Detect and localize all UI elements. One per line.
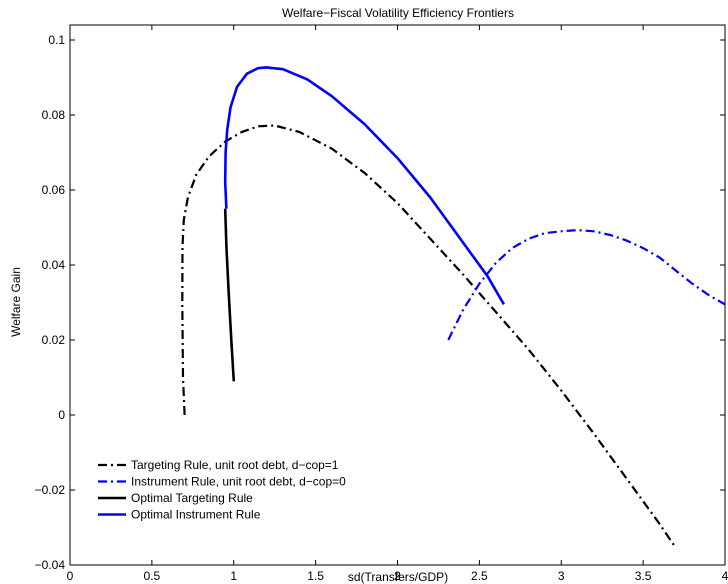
legend-label-3: Optimal Targeting Rule: [131, 491, 253, 505]
x-tick-label: 4: [722, 569, 728, 583]
x-axis-label: sd(Transfers/GDP): [348, 570, 448, 584]
x-tick-label: 2.5: [471, 569, 488, 583]
y-tick-label: 0.06: [42, 183, 66, 197]
x-tick-label: 0.5: [144, 569, 161, 583]
series-line-4: [223, 66, 506, 306]
y-tick-label: −0.04: [35, 558, 66, 572]
series-line-2: [447, 229, 725, 341]
x-tick-label: 0: [67, 569, 74, 583]
x-tick-label: 1.5: [307, 569, 324, 583]
y-tick-label: 0.04: [42, 258, 66, 272]
legend-label-1: Targeting Rule, unit root debt, d−cop=1: [131, 458, 339, 472]
y-tick-label: 0.02: [42, 333, 66, 347]
series-line-3: [223, 208, 236, 382]
x-tick-label: 1: [230, 569, 237, 583]
legend-label-4: Optimal Instrument Rule: [131, 508, 261, 522]
x-tick-label: 2: [394, 569, 401, 583]
y-tick-label: 0.1: [48, 33, 65, 47]
y-tick-label: 0.08: [42, 108, 66, 122]
series-line-1: [181, 124, 677, 549]
x-tick-label: 3: [558, 569, 565, 583]
chart-title: Welfare−Fiscal Volatility Efficiency Fro…: [282, 6, 514, 20]
x-tick-label: 3.5: [635, 569, 652, 583]
y-axis-label: Welfare Gain: [9, 267, 23, 337]
plot-area: 0 0.5 1 1.5 2 2.5 3 3.5 4 −0.04 −0.02 0 0.02 0.04 0.06…: [35, 24, 728, 583]
y-tick-label: −0.02: [35, 483, 66, 497]
legend-label-2: Instrument Rule, unit root debt, d−cop=0: [131, 475, 346, 489]
y-tick-label: 0: [58, 408, 65, 422]
